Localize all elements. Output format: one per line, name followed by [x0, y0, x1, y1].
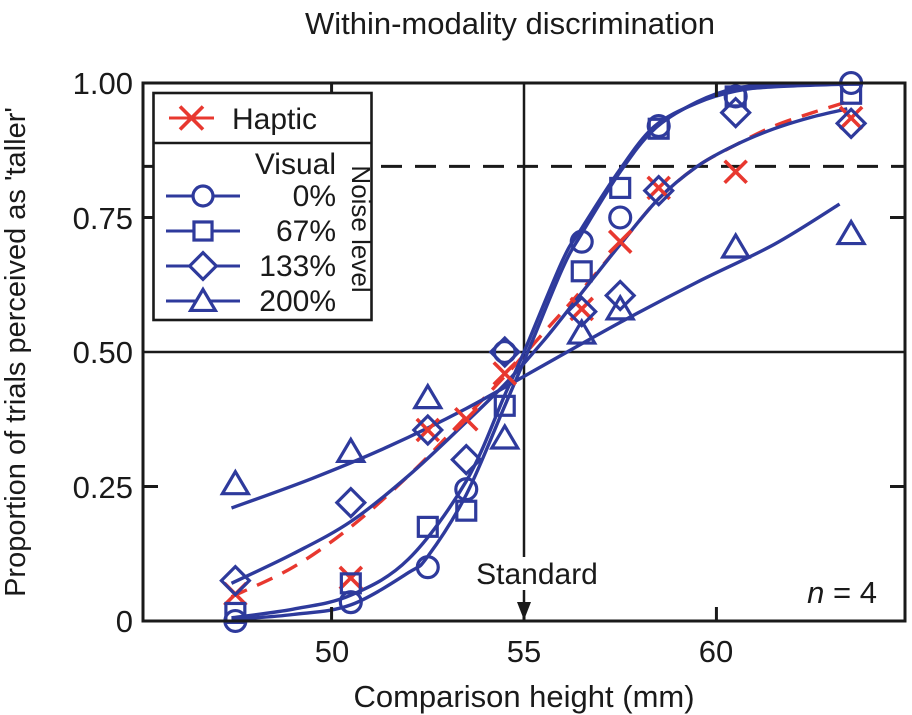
y-tick-label-0: 0 — [116, 604, 133, 639]
triangle-marker — [219, 468, 252, 496]
triangle-marker — [488, 422, 521, 450]
square-marker — [724, 85, 747, 108]
y-axis-label: Proportion of trials perceived as 'talle… — [0, 107, 32, 597]
triangle-marker — [719, 231, 752, 259]
series-triangle — [219, 218, 867, 496]
x-tick-label-50: 50 — [315, 634, 349, 669]
square-marker — [416, 515, 439, 538]
circle-marker — [608, 205, 633, 230]
chart-title: Within-modality discrimination — [305, 6, 715, 41]
circle-marker — [454, 477, 479, 502]
diamond-marker — [603, 279, 637, 312]
circle-marker — [415, 555, 440, 580]
fit-curve-diamond — [230, 107, 848, 585]
legend-item-200pct-label: 200% — [259, 285, 336, 318]
triangle-marker — [335, 436, 367, 464]
diamond-marker — [187, 250, 219, 282]
diamond-marker — [565, 295, 598, 328]
x-axis-label: Comparison height (mm) — [353, 679, 694, 714]
triangle-marker — [835, 218, 867, 246]
circle-marker — [569, 229, 594, 254]
square-marker — [647, 117, 670, 140]
x-cross-marker — [454, 406, 479, 432]
standard-annotation: Standard — [476, 558, 598, 591]
fit-curve-square — [231, 83, 848, 620]
y-tick-label-050: 0.50 — [73, 335, 133, 370]
diamond-marker — [834, 107, 868, 140]
circle-marker — [492, 339, 517, 365]
x-cross-marker — [607, 229, 633, 254]
x-cross-marker — [492, 361, 518, 386]
triangle-marker — [187, 286, 219, 313]
n-annotation-value: = 4 — [824, 575, 877, 610]
n-annotation-symbol: n — [807, 575, 824, 610]
square-marker — [339, 572, 362, 595]
plot-graphics — [141, 70, 907, 634]
legend-box — [152, 91, 373, 322]
legend-item-0pct-label: 0% — [293, 180, 336, 213]
y-tick-label-075: 0.75 — [73, 201, 133, 236]
diamond-marker — [450, 443, 483, 476]
n-annotation: n = 4 — [807, 575, 877, 610]
square-marker — [455, 499, 478, 522]
legend-markers — [166, 105, 240, 313]
diamond-marker — [219, 564, 252, 597]
legend-item-133pct-label: 133% — [259, 250, 336, 283]
x-cross-marker — [723, 159, 748, 185]
x-cross-marker — [178, 105, 205, 131]
triangle-marker — [412, 382, 444, 410]
series-diamond — [219, 96, 868, 597]
triangle-marker — [565, 317, 598, 345]
circle-marker — [191, 184, 215, 208]
diamond-marker — [334, 486, 368, 519]
legend-haptic-label: Haptic — [232, 103, 317, 136]
diamond-marker — [411, 413, 445, 447]
x-tick-label-60: 60 — [699, 634, 733, 669]
plot-frame — [141, 81, 907, 623]
legend-item-67pct-label: 67% — [276, 215, 336, 248]
diamond-marker — [719, 96, 752, 129]
x-cross-marker — [838, 105, 864, 131]
legend-visual-label: Visual — [255, 148, 336, 181]
x-cross-marker — [338, 565, 364, 591]
fit-curve-triangle — [230, 202, 841, 510]
y-tick-label-025: 0.25 — [73, 470, 133, 505]
legend-noise-level-label: Noise level — [346, 165, 376, 292]
x-tick-label-55: 55 — [507, 634, 541, 669]
diamond-marker — [488, 335, 521, 369]
legend: Haptic Visual Noise level 0% 67% 133% 20… — [152, 91, 376, 322]
diamond-marker — [642, 174, 675, 207]
square-marker — [570, 260, 593, 283]
square-marker — [493, 394, 516, 417]
y-tick-label-100: 1.00 — [73, 66, 133, 101]
square-marker — [192, 220, 214, 242]
triangle-marker — [604, 293, 636, 321]
square-marker — [609, 176, 632, 199]
